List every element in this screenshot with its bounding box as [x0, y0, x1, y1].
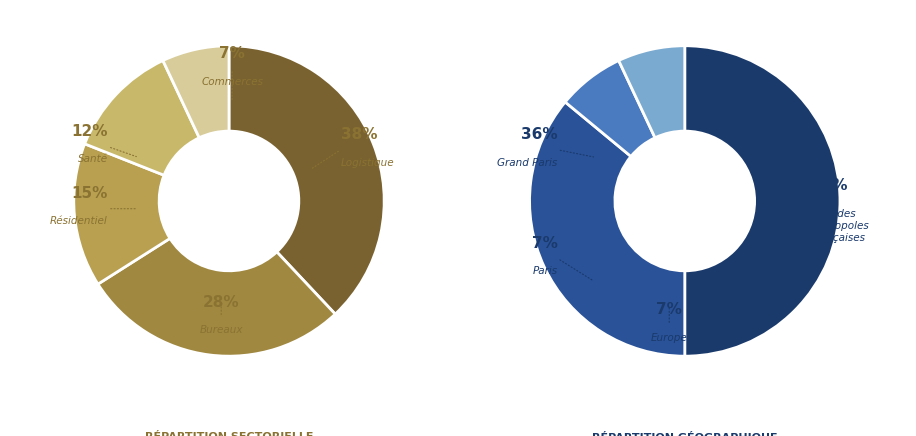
Text: Logistique: Logistique [341, 157, 395, 167]
Text: Europe: Europe [651, 333, 688, 343]
Text: Paris: Paris [532, 266, 558, 276]
Text: 50%: 50% [812, 178, 848, 193]
Text: 28%: 28% [203, 295, 240, 310]
Wedge shape [84, 61, 200, 175]
Wedge shape [685, 46, 840, 356]
Text: 12%: 12% [71, 124, 108, 139]
Text: Bureaux: Bureaux [200, 325, 243, 335]
Wedge shape [529, 102, 685, 356]
Wedge shape [74, 144, 170, 284]
Text: Grand Paris: Grand Paris [497, 157, 558, 167]
Wedge shape [565, 61, 655, 157]
Text: Résidentiel: Résidentiel [50, 217, 108, 226]
Text: 15%: 15% [71, 186, 108, 201]
Wedge shape [98, 238, 335, 356]
Text: 36%: 36% [521, 127, 558, 142]
Text: Commerces: Commerces [202, 77, 263, 87]
Text: RÉPARTITION GÉOGRAPHIQUE: RÉPARTITION GÉOGRAPHIQUE [592, 431, 778, 436]
Wedge shape [163, 46, 229, 138]
Text: Santé: Santé [78, 154, 108, 164]
Wedge shape [229, 46, 384, 314]
Text: 7%: 7% [656, 303, 682, 317]
Text: 38%: 38% [341, 127, 377, 142]
Text: 7%: 7% [219, 46, 245, 61]
Text: 7%: 7% [531, 235, 558, 251]
Text: RÉPARTITION SECTORIELLE: RÉPARTITION SECTORIELLE [145, 432, 313, 436]
Text: Grandes
Métropoles
françaises: Grandes Métropoles françaises [812, 209, 870, 242]
Wedge shape [618, 46, 685, 138]
